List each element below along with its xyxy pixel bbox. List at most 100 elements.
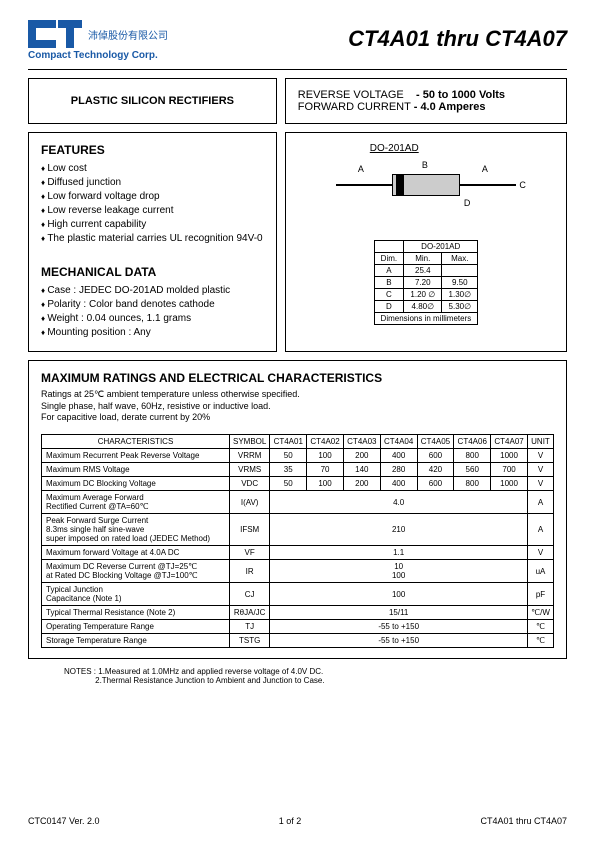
lead-right [460,184,516,186]
char-value: 420 [417,463,454,477]
char-value: 50 [270,449,307,463]
dim-cell [442,265,478,277]
char-value: 700 [491,463,528,477]
char-value: 1000 [491,477,528,491]
max-line1: Ratings at 25℃ ambient temperature unles… [41,389,554,401]
th: CHARACTERISTICS [42,435,230,449]
char-unit: ℃/W [528,606,554,620]
char-symbol: CJ [230,583,270,606]
dim-col: Max. [442,253,478,265]
package-box: DO-201AD A B A C D DO-201AD Dim. Min. Ma… [285,132,567,352]
table-row: Maximum Recurrent Peak Reverse VoltageVR… [42,449,554,463]
company-name-cn: 沛倬股份有限公司 [88,27,168,42]
dim-cell: D [374,301,404,313]
dim-header: DO-201AD [404,241,478,253]
char-value: 10100 [270,560,528,583]
dim-cell: 1.30∅ [442,289,478,301]
table-row: Maximum DC Reverse Current @TJ=25℃at Rat… [42,560,554,583]
dim-note: Dimensions in millimeters [374,313,478,325]
char-symbol: TSTG [230,634,270,648]
th: CT4A07 [491,435,528,449]
features-list: Low cost Diffused junction Low forward v… [41,163,264,244]
table-row: Typical JunctionCapacitance (Note 1)CJ10… [42,583,554,606]
page-title: CT4A01 thru CT4A07 [348,26,567,52]
details-row: FEATURES Low cost Diffused junction Low … [28,132,567,352]
diode-diagram: A B A C D [336,162,516,210]
char-symbol: RθJA/JC [230,606,270,620]
char-unit: A [528,491,554,514]
th: CT4A05 [417,435,454,449]
product-type-box: PLASTIC SILICON RECTIFIERS [28,78,277,124]
lead-left [336,184,392,186]
char-value: 100 [307,449,344,463]
char-value: 4.0 [270,491,528,514]
dim-col: Min. [404,253,442,265]
th: CT4A04 [380,435,417,449]
mech-item: Polarity : Color band denotes cathode [41,299,264,310]
dim-cell: 4.80∅ [404,301,442,313]
th: CT4A01 [270,435,307,449]
dim-col: Dim. [374,253,404,265]
char-value: 15/11 [270,606,528,620]
char-symbol: VDC [230,477,270,491]
th: CT4A02 [307,435,344,449]
max-ratings-box: MAXIMUM RATINGS AND ELECTRICAL CHARACTER… [28,360,567,659]
char-symbol: VRRM [230,449,270,463]
char-name: Maximum Recurrent Peak Reverse Voltage [42,449,230,463]
table-row: Maximum DC Blocking VoltageVDC5010020040… [42,477,554,491]
feature-item: Low reverse leakage current [41,205,264,216]
footer: CTC0147 Ver. 2.0 1 of 2 CT4A01 thru CT4A… [28,816,567,826]
th: UNIT [528,435,554,449]
char-unit: ℃ [528,634,554,648]
char-value: 400 [380,477,417,491]
feature-item: The plastic material carries UL recognit… [41,233,264,244]
summary-row: PLASTIC SILICON RECTIFIERS REVERSE VOLTA… [28,78,567,124]
max-line3: For capacitive load, derate current by 2… [41,412,554,424]
th: CT4A06 [454,435,491,449]
char-unit: A [528,514,554,546]
logo-t-icon [58,20,82,48]
dim-cell: A [374,265,404,277]
feature-item: Diffused junction [41,177,264,188]
th: CT4A03 [343,435,380,449]
footer-left: CTC0147 Ver. 2.0 [28,816,100,826]
char-value: 50 [270,477,307,491]
dim-cell: C [374,289,404,301]
mechanical-title: MECHANICAL DATA [41,265,264,279]
char-value: 1.1 [270,546,528,560]
reverse-voltage-line: REVERSE VOLTAGE - 50 to 1000 Volts [298,89,554,101]
logo-mark [28,20,82,48]
char-symbol: TJ [230,620,270,634]
mech-item: Weight : 0.04 ounces, 1.1 grams [41,313,264,324]
char-value: 600 [417,449,454,463]
max-line2: Single phase, half wave, 60Hz, resistive… [41,401,554,413]
table-row: Typical Thermal Resistance (Note 2)RθJA/… [42,606,554,620]
char-unit: pF [528,583,554,606]
char-value: -55 to +150 [270,634,528,648]
mechanical-list: Case : JEDEC DO-201AD molded plastic Pol… [41,285,264,338]
char-symbol: I(AV) [230,491,270,514]
dim-label-d: D [464,198,471,208]
char-value: 1000 [491,449,528,463]
dim-cell: 7.20 [404,277,442,289]
table-row: Storage Temperature RangeTSTG-55 to +150… [42,634,554,648]
char-name: Storage Temperature Range [42,634,230,648]
logo-block: 沛倬股份有限公司 Compact Technology Corp. [28,20,168,61]
dim-label-c: C [519,180,526,190]
dim-cell: 1.20 ∅ [404,289,442,301]
char-unit: V [528,477,554,491]
divider [28,69,567,70]
forward-current-line: FORWARD CURRENT - 4.0 Amperes [298,101,554,113]
char-name: Typical JunctionCapacitance (Note 1) [42,583,230,606]
char-name: Maximum forward Voltage at 4.0A DC [42,546,230,560]
char-name: Peak Forward Surge Current8.3ms single h… [42,514,230,546]
dim-cell: B [374,277,404,289]
feature-item: Low cost [41,163,264,174]
char-name: Operating Temperature Range [42,620,230,634]
dim-label-b: B [422,160,428,170]
header: 沛倬股份有限公司 Compact Technology Corp. CT4A01… [28,20,567,61]
char-value: 100 [270,583,528,606]
char-unit: V [528,463,554,477]
table-row: Maximum forward Voltage at 4.0A DCVF1.1V [42,546,554,560]
char-name: Maximum DC Blocking Voltage [42,477,230,491]
